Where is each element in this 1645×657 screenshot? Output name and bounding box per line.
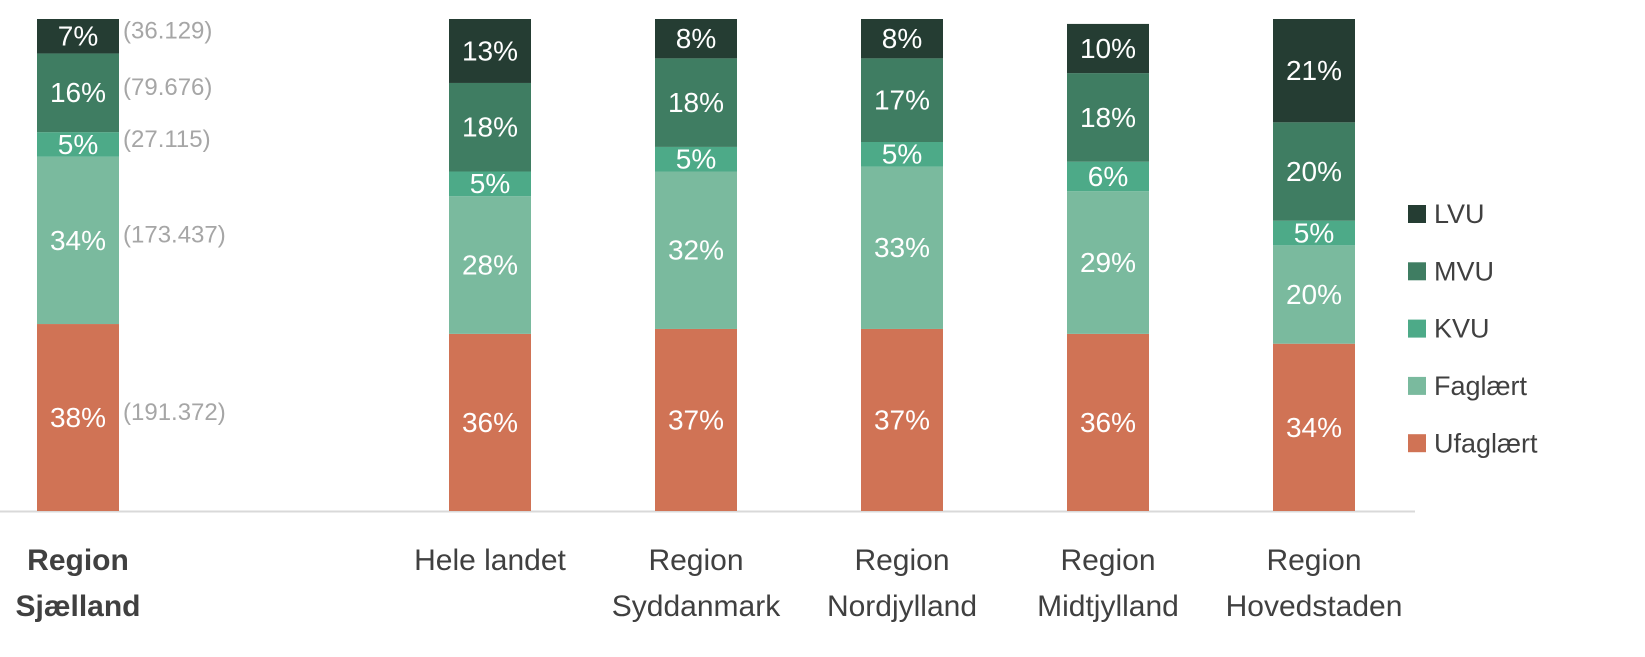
bar-segment	[861, 19, 943, 59]
bar-segment	[1067, 23, 1149, 74]
value-label: 37%	[668, 404, 724, 435]
value-label: 5%	[676, 144, 716, 175]
value-label: 6%	[1088, 161, 1128, 192]
legend-label: LVU	[1434, 199, 1485, 229]
x-tick-label: Region Midtjylland	[1037, 544, 1179, 623]
value-label: 34%	[1286, 412, 1342, 443]
value-label: 8%	[882, 23, 922, 54]
value-label: 36%	[1080, 407, 1136, 438]
x-tick-label: Hele landet	[414, 544, 566, 577]
bar-segment	[861, 58, 943, 142]
bar-segment	[861, 166, 943, 329]
value-label: 28%	[462, 249, 518, 280]
count-label: (36.129)	[123, 18, 212, 45]
value-label: 5%	[470, 168, 510, 199]
legend-label: KVU	[1434, 314, 1490, 344]
bar-segment	[1273, 343, 1355, 511]
count-label: (191.372)	[123, 399, 226, 426]
value-label: 32%	[668, 235, 724, 266]
legend-swatch	[1408, 205, 1426, 223]
count-label: (79.676)	[123, 74, 212, 101]
value-label: 10%	[1080, 33, 1136, 64]
count-label: (27.115)	[123, 126, 211, 153]
x-tick-label: Region Sjælland	[15, 544, 141, 623]
value-label: 34%	[50, 225, 106, 256]
value-label: 37%	[874, 404, 930, 435]
x-tick-label: Region Nordjylland	[826, 544, 978, 623]
bar-segment	[1067, 161, 1149, 192]
legend-swatch	[1408, 262, 1426, 281]
bar-segment	[1273, 220, 1355, 246]
x-tick-label: Region Syddanmark	[611, 544, 781, 623]
bar-segment	[37, 19, 119, 54]
bar-segment	[1273, 19, 1355, 123]
legend-label: Faglært	[1434, 371, 1528, 401]
value-label: 18%	[462, 112, 518, 143]
bar-segment	[655, 146, 737, 172]
value-label: 20%	[1286, 156, 1342, 187]
legend-label: MVU	[1434, 256, 1494, 286]
bar-segment	[861, 328, 943, 511]
value-label: 20%	[1286, 279, 1342, 310]
value-label: 5%	[1294, 217, 1334, 248]
value-label: 38%	[50, 402, 106, 433]
bar-segment	[1273, 122, 1355, 221]
value-label: 33%	[874, 232, 930, 263]
value-label: 7%	[58, 21, 98, 52]
bar-segment	[449, 171, 531, 197]
value-label: 13%	[462, 35, 518, 66]
legend-label: Ufaglært	[1434, 428, 1538, 458]
bar-segment	[37, 324, 119, 511]
bar-segment	[1067, 191, 1149, 334]
value-label: 5%	[58, 129, 98, 160]
bar-segment	[449, 19, 531, 83]
count-label: (173.437)	[123, 222, 226, 249]
value-label: 5%	[882, 139, 922, 170]
value-label: 21%	[1286, 55, 1342, 86]
bar-segment	[37, 156, 119, 325]
legend-swatch	[1408, 434, 1426, 453]
value-label: 8%	[676, 23, 716, 54]
bar-segment	[449, 196, 531, 334]
bar-segment	[655, 171, 737, 329]
value-label: 16%	[50, 77, 106, 108]
value-label: 18%	[668, 87, 724, 118]
value-label: 17%	[874, 85, 930, 116]
bar-segment	[861, 142, 943, 167]
value-label: 36%	[462, 407, 518, 438]
bar-segment	[1273, 245, 1355, 344]
legend-swatch	[1408, 319, 1426, 338]
bar-segment	[37, 132, 119, 157]
bar-segment	[37, 53, 119, 133]
x-tick-label: Region Hovedstaden	[1225, 544, 1403, 623]
bar-segment	[449, 82, 531, 172]
bar-segment	[655, 19, 737, 59]
value-label: 29%	[1080, 247, 1136, 278]
bar-segment	[1067, 333, 1149, 511]
bar-segment	[1067, 73, 1149, 162]
legend-swatch	[1408, 376, 1426, 395]
value-label: 18%	[1080, 102, 1136, 133]
bar-segment	[449, 333, 531, 511]
bar-segment	[655, 58, 737, 147]
bar-segment	[655, 328, 737, 511]
